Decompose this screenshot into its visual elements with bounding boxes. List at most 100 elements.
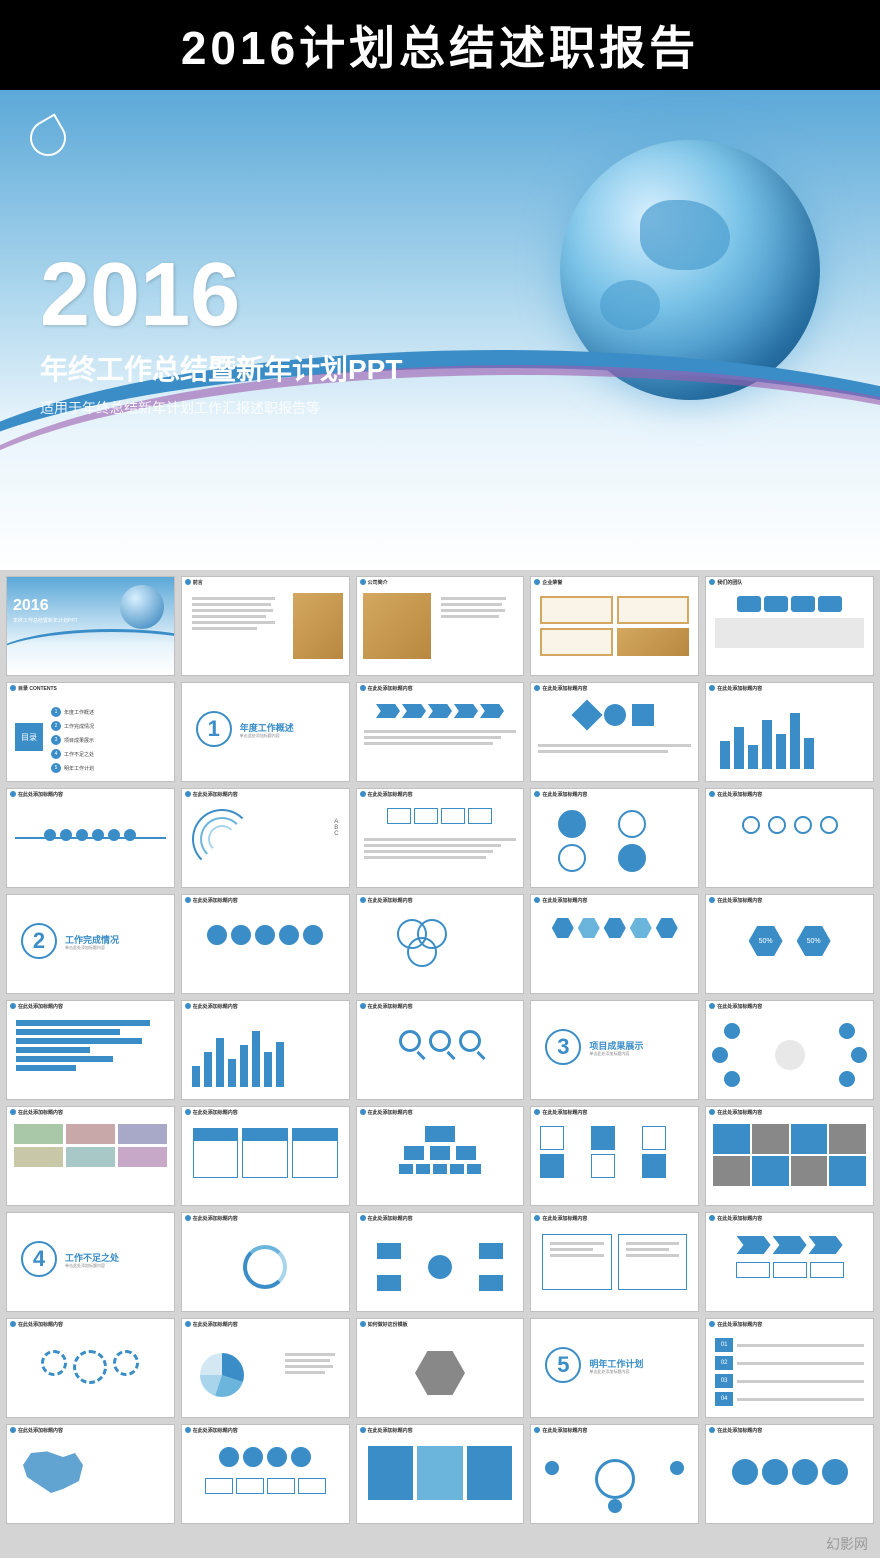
node-icon bbox=[108, 829, 120, 841]
dot-icon bbox=[534, 791, 540, 797]
thumb-photo-grid[interactable]: 在此处添加标题内容 bbox=[6, 1106, 175, 1206]
thumb-company[interactable]: 公司简介 bbox=[356, 576, 525, 676]
thumb-section-1[interactable]: 1 年度工作概述 单击此处添加标题内容 bbox=[181, 682, 350, 782]
num-list: 01020304 bbox=[709, 1332, 870, 1412]
thumb-3boxes[interactable]: 在此处添加标题内容 bbox=[181, 1106, 350, 1206]
photo bbox=[14, 1147, 63, 1167]
thumb-hex-shapes[interactable]: 在此处添加标题内容 bbox=[530, 894, 699, 994]
thumb-magnify[interactable]: 在此处添加标题内容 bbox=[356, 1000, 525, 1100]
thumb-slide[interactable]: 在此处添加标题内容 bbox=[705, 788, 874, 888]
thumb-title: 在此处添加标题内容 bbox=[542, 1427, 587, 1434]
thumb-arcs[interactable]: 在此处添加标题内容 ABC bbox=[181, 788, 350, 888]
thumb-bar-chart-2[interactable]: 在此处添加标题内容 bbox=[181, 1000, 350, 1100]
thumb-title: 目录 CONTENTS bbox=[18, 685, 57, 692]
thumb-cover[interactable]: 2016 年终工作总结暨新年计划PPT bbox=[6, 576, 175, 676]
thumb-slide[interactable]: 在此处添加标题内容 bbox=[705, 1424, 874, 1524]
thumb-team[interactable]: 我们的团队 bbox=[705, 576, 874, 676]
thumb-bar-chart[interactable]: 在此处添加标题内容 bbox=[705, 682, 874, 782]
image-placeholder bbox=[293, 593, 343, 659]
box-row bbox=[709, 1262, 870, 1278]
dot-icon bbox=[360, 1003, 366, 1009]
bar bbox=[762, 720, 772, 769]
arrow-icon bbox=[809, 1236, 843, 1254]
circle-icon bbox=[732, 1459, 758, 1485]
dot-icon bbox=[10, 1321, 16, 1327]
bar bbox=[720, 741, 730, 769]
cert-icon bbox=[617, 596, 689, 624]
thumb-slide[interactable]: 在此处添加标题内容 bbox=[530, 682, 699, 782]
text-lines bbox=[534, 740, 695, 757]
card bbox=[368, 1446, 414, 1500]
thumb-honors[interactable]: 企业荣誉 bbox=[530, 576, 699, 676]
dot-icon bbox=[360, 897, 366, 903]
num-badge: 01 bbox=[715, 1338, 733, 1352]
dot-icon bbox=[534, 897, 540, 903]
photo-grid bbox=[709, 1120, 870, 1190]
thumb-section-2[interactable]: 2 工作完成情况 单击此处添加标题内容 bbox=[6, 894, 175, 994]
thumb-section-4[interactable]: 4 工作不足之处 单击此处添加标题内容 bbox=[6, 1212, 175, 1312]
bar bbox=[790, 713, 800, 769]
thumb-slide[interactable]: 在此处添加标题内容 bbox=[181, 1424, 350, 1524]
dot-icon bbox=[360, 1321, 366, 1327]
section-number: 1 bbox=[196, 711, 232, 747]
arrow-row bbox=[360, 704, 521, 718]
circle-icon bbox=[231, 925, 251, 945]
thumb-2col[interactable]: 在此处添加标题内容 bbox=[530, 1212, 699, 1312]
thumb-title: 在此处添加标题内容 bbox=[368, 685, 413, 692]
thumb-flow[interactable]: 在此处添加标题内容 bbox=[705, 1212, 874, 1312]
thumb-title: 在此处添加标题内容 bbox=[717, 1321, 762, 1328]
thumb-4circles[interactable]: 在此处添加标题内容 bbox=[530, 788, 699, 888]
thumb-title: 在此处添加标题内容 bbox=[368, 1427, 413, 1434]
watermark: 幻影网 bbox=[0, 1530, 880, 1558]
center-circle bbox=[775, 1040, 805, 1070]
thumb-slide[interactable]: 在此处添加标题内容 bbox=[356, 1424, 525, 1524]
box bbox=[540, 1154, 564, 1178]
circle-icon bbox=[822, 1459, 848, 1485]
thumb-slide[interactable]: 在此处添加标题内容 bbox=[530, 1424, 699, 1524]
tile bbox=[791, 1124, 828, 1154]
thumb-venn[interactable]: 在此处添加标题内容 bbox=[356, 894, 525, 994]
hex-icon bbox=[578, 918, 600, 938]
thumb-title: 在此处添加标题内容 bbox=[542, 1109, 587, 1116]
thumb-cycle[interactable]: 在此处添加标题内容 bbox=[181, 1212, 350, 1312]
thumb-hex-img[interactable]: 如何做好这份模板 bbox=[356, 1318, 525, 1418]
bar bbox=[776, 734, 786, 769]
dot-icon bbox=[709, 1003, 715, 1009]
thumb-slide[interactable]: 在此处添加标题内容 bbox=[356, 682, 525, 782]
thumb-hbar-chart[interactable]: 在此处添加标题内容 bbox=[6, 1000, 175, 1100]
circle-row bbox=[182, 1447, 349, 1467]
dot-icon bbox=[360, 685, 366, 691]
thumb-title: 在此处添加标题内容 bbox=[368, 1003, 413, 1010]
team-box bbox=[818, 596, 842, 612]
node-icon bbox=[724, 1071, 740, 1087]
dot-icon bbox=[10, 1003, 16, 1009]
thumb-radial[interactable]: 在此处添加标题内容 bbox=[705, 1000, 874, 1100]
thumb-icons-row[interactable]: 在此处添加标题内容 bbox=[181, 894, 350, 994]
thumb-org-chart[interactable]: 在此处添加标题内容 bbox=[356, 1106, 525, 1206]
node-icon bbox=[724, 1023, 740, 1039]
circle-icon bbox=[279, 925, 299, 945]
thumb-title: 在此处添加标题内容 bbox=[368, 1215, 413, 1222]
thumb-gears[interactable]: 在此处添加标题内容 bbox=[6, 1318, 175, 1418]
tile bbox=[829, 1124, 866, 1154]
thumb-timeline[interactable]: 在此处添加标题内容 bbox=[6, 788, 175, 888]
thumb-title: 在此处添加标题内容 bbox=[717, 897, 762, 904]
thumb-section-5[interactable]: 5 明年工作计划 单击此处添加标题内容 bbox=[530, 1318, 699, 1418]
org-node bbox=[404, 1146, 424, 1160]
thumb-hex-pct[interactable]: 在此处添加标题内容 50%50% bbox=[705, 894, 874, 994]
org-node bbox=[430, 1146, 450, 1160]
bar-chart bbox=[192, 1037, 284, 1087]
thumb-pie[interactable]: 在此处添加标题内容 bbox=[181, 1318, 350, 1418]
circle-icon bbox=[792, 1459, 818, 1485]
thumb-map[interactable]: 在此处添加标题内容 bbox=[6, 1424, 175, 1524]
thumb-preface[interactable]: 前言 bbox=[181, 576, 350, 676]
thumb-photo-grid-2[interactable]: 在此处添加标题内容 bbox=[705, 1106, 874, 1206]
thumb-slide[interactable]: 在此处添加标题内容 bbox=[356, 788, 525, 888]
hex-icon bbox=[604, 918, 626, 938]
thumb-grid-icons[interactable]: 在此处添加标题内容 bbox=[530, 1106, 699, 1206]
thumb-center-hub[interactable]: 在此处添加标题内容 bbox=[356, 1212, 525, 1312]
section-sub: 单击此处添加标题内容 bbox=[589, 1051, 629, 1057]
thumb-section-3[interactable]: 3 项目成果展示 单击此处添加标题内容 bbox=[530, 1000, 699, 1100]
thumb-number-list[interactable]: 在此处添加标题内容 01020304 bbox=[705, 1318, 874, 1418]
thumb-toc[interactable]: 目录 CONTENTS 目录 1年度工作概述 2工作完成情况 3项目成果展示 4… bbox=[6, 682, 175, 782]
